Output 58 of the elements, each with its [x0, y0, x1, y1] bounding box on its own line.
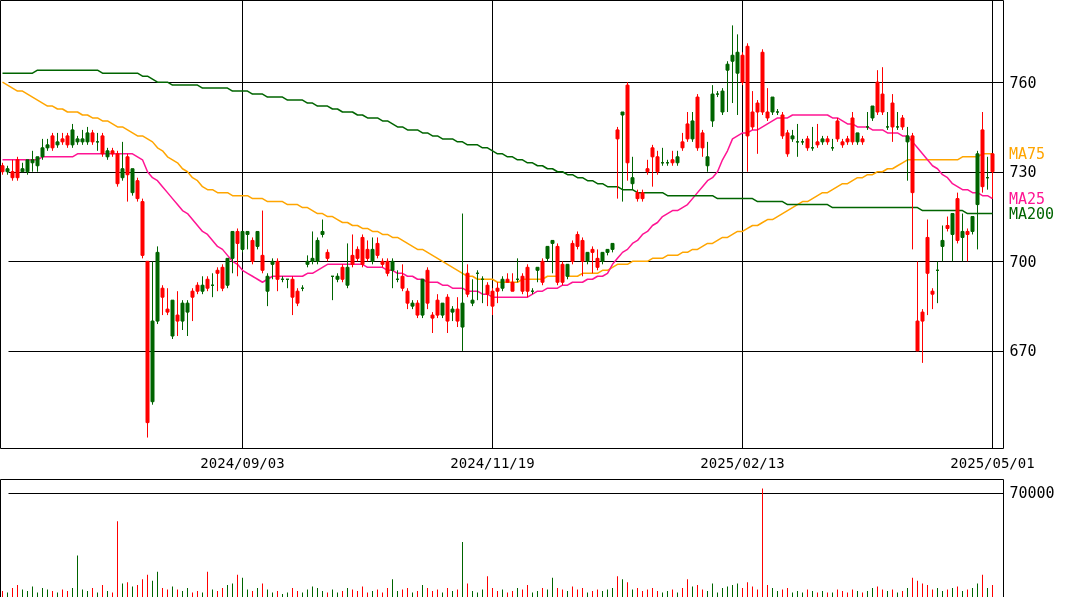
series-label: MA75: [1009, 144, 1046, 163]
candlestick: [615, 126, 620, 200]
x-tick-label: 2024/11/19: [450, 454, 535, 471]
candlestick: [375, 236, 380, 259]
x-tick-label: 2025/02/13: [700, 454, 785, 471]
candlestick: [470, 278, 475, 307]
candlestick: [270, 257, 275, 280]
candlestick: [100, 132, 105, 158]
candlestick: [540, 257, 545, 286]
candlestick: [960, 213, 965, 262]
y-tick-label: 730: [1009, 163, 1037, 182]
candlestick: [455, 296, 460, 328]
candlestick: [815, 123, 820, 149]
candlestick: [460, 213, 465, 352]
candlestick: [940, 224, 945, 262]
candlestick: [590, 245, 595, 274]
candlestick: [130, 168, 135, 197]
candlestick: [175, 290, 180, 337]
candlestick: [890, 93, 895, 143]
x-tick-label: 2024/09/03: [200, 454, 285, 471]
x-tick-label: 2025/05/01: [950, 454, 1035, 471]
candlestick: [260, 210, 265, 274]
candlestick: [125, 153, 130, 203]
candlestick: [950, 213, 955, 262]
candlestick: [275, 257, 280, 292]
candlestick: [965, 227, 970, 262]
y-tick-label: 70000: [1009, 484, 1055, 503]
candlestick: [835, 117, 840, 143]
candlestick: [370, 236, 375, 265]
candlestick: [685, 111, 690, 143]
candlestick: [595, 248, 600, 271]
candlestick: [390, 257, 395, 289]
candlestick: [465, 263, 470, 298]
candlestick: [165, 287, 170, 316]
candlestick: [160, 284, 165, 316]
candlestick: [265, 272, 270, 307]
candlestick: [345, 242, 350, 289]
candlestick: [795, 123, 800, 158]
candlestick: [630, 156, 635, 191]
y-tick-label: 760: [1009, 73, 1037, 92]
candlestick: [120, 141, 125, 182]
candlestick: [400, 263, 405, 292]
candlestick: [720, 87, 725, 116]
candlestick: [725, 60, 730, 113]
y-tick-label: 670: [1009, 342, 1037, 361]
candlestick: [445, 293, 450, 334]
candlestick: [990, 153, 995, 200]
candlestick: [905, 126, 910, 182]
candlestick: [250, 236, 255, 265]
candlestick: [930, 287, 935, 310]
candlestick: [405, 287, 410, 310]
candlestick: [705, 141, 710, 173]
y-tick-label: 700: [1009, 252, 1037, 271]
candlestick: [135, 177, 140, 203]
candlestick: [620, 111, 625, 203]
candlestick: [235, 227, 240, 277]
candlestick: [550, 239, 555, 274]
candlestick: [690, 111, 695, 143]
